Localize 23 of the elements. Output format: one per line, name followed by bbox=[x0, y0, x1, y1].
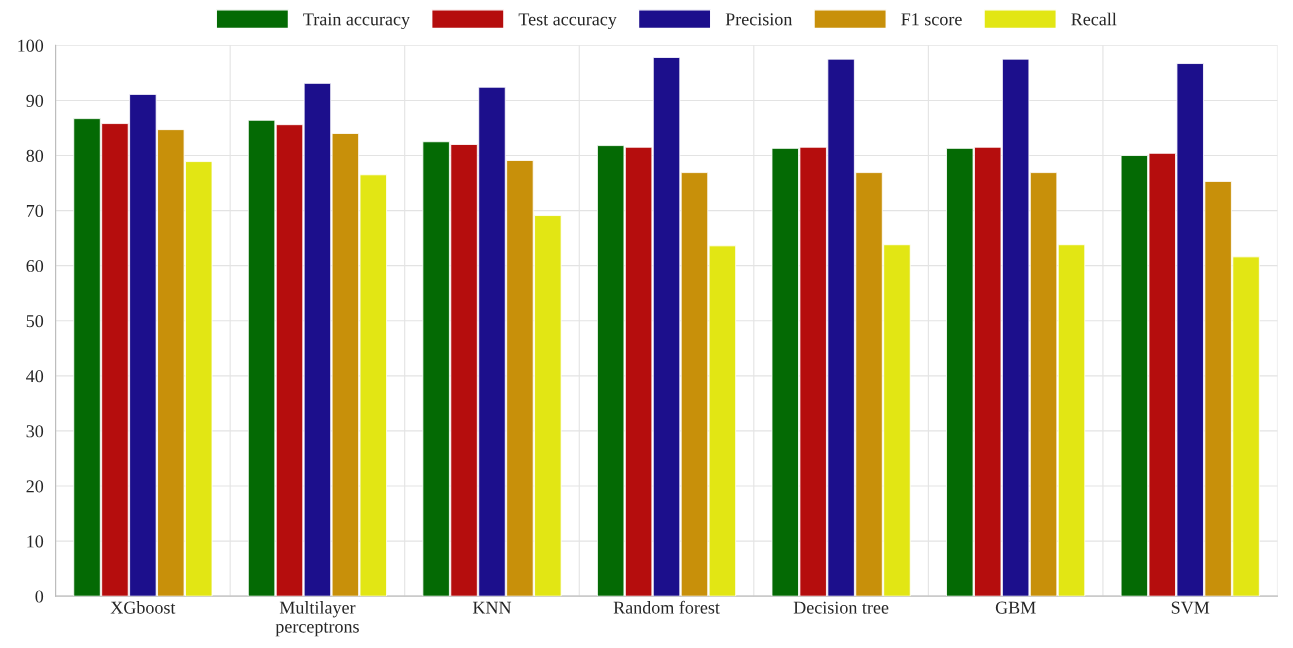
legend-label: Train accuracy bbox=[303, 13, 410, 30]
y-tick-label: 10 bbox=[27, 535, 44, 548]
y-tick-label: 40 bbox=[26, 370, 44, 383]
y-tick-label: 80 bbox=[26, 149, 44, 162]
x-tick-label: Random forest bbox=[613, 600, 720, 614]
x-tick-label: Decision tree bbox=[793, 601, 889, 614]
y-tick-label: 60 bbox=[26, 259, 44, 273]
x-tick-label: SVM bbox=[1171, 601, 1210, 614]
legend-label: Precision bbox=[725, 13, 793, 26]
y-tick-label: 70 bbox=[26, 204, 44, 218]
x-tick-label: Multilayer perceptrons bbox=[275, 601, 359, 637]
y-tick-label: 0 bbox=[35, 590, 44, 603]
x-tick-label: GBM bbox=[995, 601, 1036, 614]
y-tick-label: 90 bbox=[26, 94, 44, 107]
x-tick-label: KNN bbox=[472, 601, 512, 614]
y-tick-label: 20 bbox=[26, 480, 44, 493]
legend-label: Test accuracy bbox=[518, 13, 617, 30]
y-tick-label: 50 bbox=[26, 315, 44, 328]
legend-label: F1 score bbox=[901, 13, 962, 26]
y-tick-label: 30 bbox=[26, 425, 44, 438]
x-tick-label: XGboost bbox=[110, 601, 176, 614]
legend-label: Recall bbox=[1071, 12, 1117, 26]
y-tick-label: 100 bbox=[18, 39, 44, 52]
